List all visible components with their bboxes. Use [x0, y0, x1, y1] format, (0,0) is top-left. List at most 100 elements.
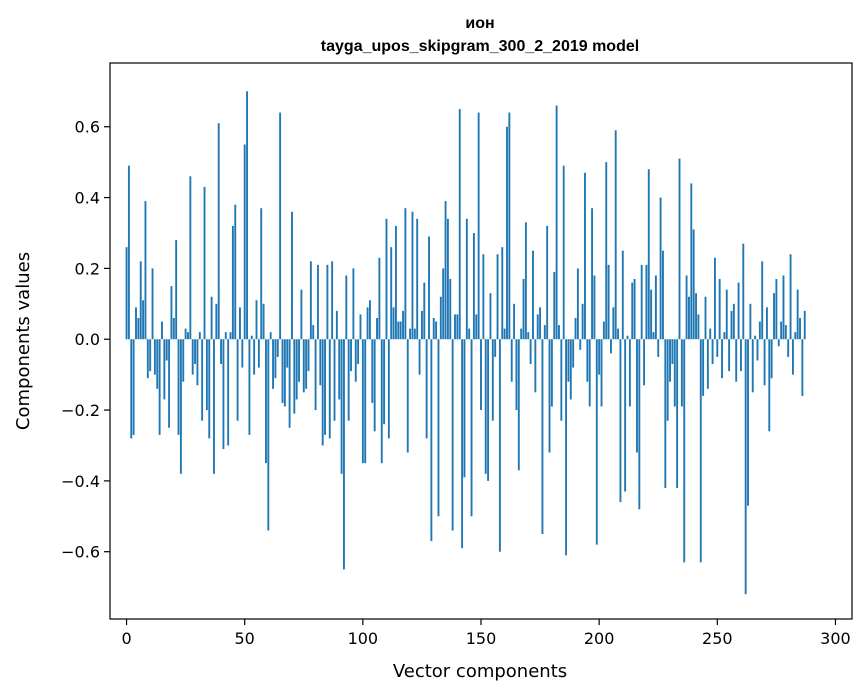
bar-component-68 [286, 339, 289, 368]
bar-component-102 [366, 307, 369, 340]
bar-component-217 [638, 339, 641, 510]
bar-component-206 [612, 307, 615, 340]
bar-component-78 [309, 261, 312, 340]
bar-component-9 [146, 339, 149, 379]
y-tick-label: 0.4 [75, 189, 100, 208]
bar-component-138 [451, 339, 454, 531]
bar-component-45 [231, 225, 234, 340]
bar-component-15 [161, 321, 163, 340]
bar-component-192 [579, 339, 582, 350]
bar-component-178 [546, 225, 549, 340]
bar-component-189 [572, 339, 575, 368]
bar-component-245 [704, 296, 707, 340]
bar-component-264 [749, 303, 752, 340]
bar-component-151 [482, 254, 485, 340]
bar-component-112 [390, 247, 393, 340]
bar-component-258 [735, 339, 738, 382]
y-axis-ticks: −0.6 −0.4 −0.2 0.0 0.2 0.4 0.6 [61, 118, 110, 562]
bar-component-280 [787, 339, 790, 357]
bar-component-113 [392, 307, 395, 340]
bar-component-82 [319, 339, 322, 386]
bar-component-106 [376, 317, 378, 340]
bar-component-185 [562, 165, 565, 340]
bar-component-186 [565, 339, 568, 556]
bar-component-63 [274, 339, 277, 379]
bar-component-257 [732, 303, 735, 340]
chart-title: ион [465, 15, 494, 32]
bar-component-43 [227, 339, 230, 446]
bar-component-161 [506, 126, 508, 340]
bar-component-143 [463, 339, 466, 478]
bar-component-11 [151, 268, 154, 340]
bar-component-152 [484, 339, 487, 474]
bar-component-239 [690, 183, 693, 340]
bar-component-114 [394, 225, 397, 340]
bar-component-20 [172, 317, 175, 340]
bar-component-92 [343, 339, 345, 570]
bar-component-168 [522, 279, 525, 340]
bar-component-236 [683, 339, 686, 563]
bar-component-233 [676, 339, 679, 488]
bar-component-75 [302, 339, 305, 393]
bar-component-101 [364, 339, 367, 464]
bar-component-244 [702, 339, 705, 396]
bar-component-97 [354, 339, 357, 382]
bar-component-216 [636, 339, 638, 453]
bar-component-69 [288, 339, 291, 428]
bar-component-164 [513, 303, 516, 340]
bar-component-7 [142, 300, 145, 340]
y-axis-label: Components values [13, 252, 34, 430]
bar-component-224 [654, 275, 657, 340]
bar-component-205 [610, 339, 612, 354]
bar-component-222 [650, 289, 653, 340]
bar-component-85 [326, 264, 329, 340]
bar-component-187 [567, 339, 570, 382]
bar-component-282 [791, 339, 794, 375]
bar-component-50 [243, 144, 246, 340]
bar-component-42 [224, 332, 227, 340]
bar-component-123 [416, 218, 419, 340]
bar-component-29 [194, 339, 197, 365]
bar-component-129 [430, 339, 433, 542]
bar-component-146 [470, 339, 473, 517]
bar-component-8 [144, 201, 147, 340]
bar-component-147 [472, 232, 475, 340]
bar-component-211 [624, 339, 627, 492]
bar-component-195 [586, 339, 589, 382]
bar-component-170 [527, 332, 530, 340]
bar-component-184 [560, 339, 563, 421]
bar-component-287 [803, 310, 806, 340]
bar-component-87 [331, 261, 334, 340]
y-tick-label: −0.6 [61, 543, 100, 562]
bar-component-229 [666, 339, 669, 421]
bar-component-126 [423, 282, 426, 340]
bar-component-234 [678, 158, 681, 340]
bar-component-284 [796, 289, 799, 340]
bar-component-194 [584, 172, 586, 340]
bar-component-203 [605, 162, 608, 340]
bar-component-49 [241, 339, 244, 368]
bar-component-111 [387, 339, 390, 439]
bar-component-140 [456, 314, 459, 340]
bar-component-56 [257, 339, 260, 368]
bar-component-279 [784, 325, 787, 340]
bar-component-14 [158, 339, 161, 435]
bar-component-190 [574, 317, 577, 340]
bar-component-218 [640, 264, 643, 340]
bar-component-198 [593, 275, 596, 340]
bar-component-235 [680, 339, 683, 407]
bar-component-162 [508, 112, 511, 340]
y-tick-label: 0.6 [75, 118, 100, 137]
bar-component-156 [494, 339, 497, 357]
bar-component-137 [449, 279, 452, 340]
bar-component-242 [697, 314, 700, 340]
bar-component-240 [692, 229, 695, 340]
bar-component-223 [652, 332, 655, 340]
x-axis-ticks: 0 50 100 150 200 250 300 [121, 619, 851, 648]
bar-component-155 [491, 339, 494, 421]
bar-component-124 [418, 339, 421, 375]
bar-component-58 [262, 303, 265, 340]
bar-component-148 [475, 314, 478, 340]
bar-component-18 [168, 339, 171, 428]
